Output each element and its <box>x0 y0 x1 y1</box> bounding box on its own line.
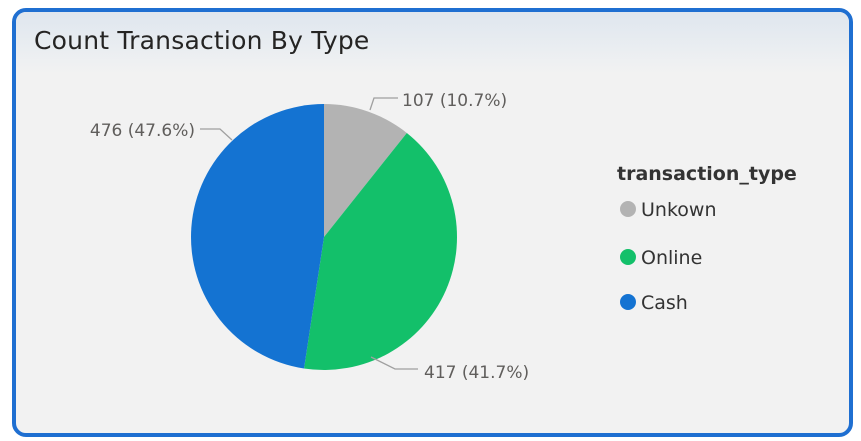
legend-label-online: Online <box>641 247 702 269</box>
data-label-online: 417 (41.7%) <box>424 363 529 383</box>
data-label-cash: 476 (47.6%) <box>90 121 195 141</box>
legend-item-cash[interactable]: Cash <box>620 292 688 314</box>
legend: transaction_type Unkown Online Cash <box>617 163 797 314</box>
data-label-unkown: 107 (10.7%) <box>402 91 507 111</box>
leader-line-unkown <box>369 97 398 111</box>
legend-title: transaction_type <box>617 163 797 185</box>
legend-marker-cash <box>620 294 636 310</box>
legend-label-unkown: Unkown <box>641 199 716 221</box>
leader-line-online <box>370 356 418 370</box>
card-header <box>16 12 849 74</box>
legend-item-unkown[interactable]: Unkown <box>620 199 716 221</box>
pie-data-labels: 107 (10.7%) 417 (41.7%) 476 (47.6%) <box>90 91 529 383</box>
leader-line-cash <box>200 128 233 141</box>
legend-marker-online <box>620 249 636 265</box>
legend-marker-unkown <box>620 201 636 217</box>
legend-label-cash: Cash <box>641 292 688 314</box>
chart-title: Count Transaction By Type <box>34 26 370 55</box>
pie-slice-unkown[interactable] <box>324 104 407 237</box>
pie-slice-online[interactable] <box>304 132 458 370</box>
legend-item-online[interactable]: Online <box>620 247 702 269</box>
pie-slices <box>191 104 458 370</box>
chart-card[interactable]: Count Transaction By Type <box>12 8 853 437</box>
pie-slice-cash[interactable] <box>191 104 324 369</box>
